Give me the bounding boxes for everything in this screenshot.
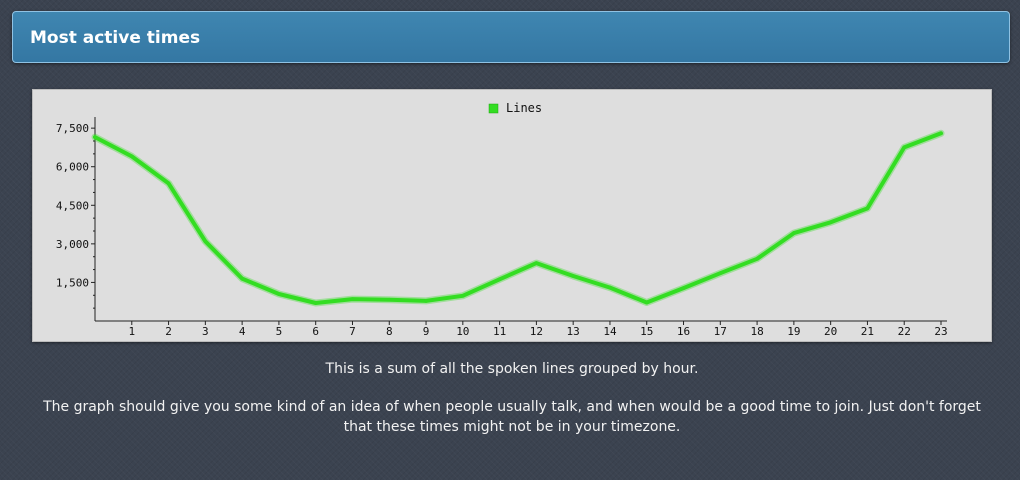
y-tick-label: 4,500 — [56, 199, 89, 212]
x-tick-label: 4 — [239, 325, 246, 338]
x-tick-label: 11 — [493, 325, 506, 338]
data-point — [681, 286, 686, 290]
data-point — [166, 181, 171, 186]
series-line-glow — [91, 129, 945, 307]
x-tick-label: 10 — [456, 325, 469, 338]
chart-panel: 1,500 3,000 4,500 6,000 7,500 1 2 3 4 5 6 7 8 9 10 11 12… — [32, 89, 992, 342]
x-tick-label: 20 — [824, 325, 837, 338]
x-tick-label: 22 — [898, 325, 911, 338]
data-point — [644, 300, 649, 305]
x-tick-label: 3 — [202, 325, 209, 338]
y-tick-label: 6,000 — [56, 161, 89, 174]
x-tick-label: 6 — [312, 325, 319, 338]
data-point — [313, 301, 318, 305]
data-point — [902, 145, 907, 150]
x-tick-label: 16 — [677, 325, 690, 338]
chart-explanation: The graph should give you some kind of a… — [43, 399, 981, 435]
chart-description: This is a sum of all the spoken lines gr… — [325, 361, 699, 377]
x-tick-label: 17 — [714, 325, 727, 338]
legend-label: Lines — [506, 101, 542, 115]
data-point — [497, 277, 502, 282]
data-point — [828, 220, 833, 225]
data-point — [755, 256, 759, 261]
x-tick-label: 7 — [349, 325, 356, 338]
x-tick-label: 12 — [530, 325, 543, 338]
x-tick-label: 9 — [423, 325, 430, 338]
data-point — [939, 131, 943, 136]
data-point — [461, 294, 465, 298]
x-tick-label: 2 — [165, 325, 172, 338]
x-tick-label: 13 — [567, 325, 580, 338]
x-tick-label: 8 — [386, 325, 393, 338]
x-tick-label: 15 — [640, 325, 653, 338]
data-point — [534, 261, 539, 265]
x-tick-label: 18 — [750, 325, 763, 338]
x-tick-label: 21 — [861, 325, 874, 338]
section-title: Most active times — [30, 28, 201, 48]
x-tick-label: 19 — [787, 325, 800, 338]
series-line — [93, 131, 943, 305]
data-point — [93, 135, 97, 139]
legend-swatch — [488, 103, 499, 114]
data-point — [203, 239, 208, 244]
data-point — [129, 154, 134, 159]
y-tick-label: 3,000 — [56, 238, 89, 251]
data-point — [718, 271, 723, 275]
y-tick-label: 1,500 — [56, 276, 89, 289]
y-tick-label: 7,500 — [56, 122, 89, 135]
x-tick-label: 14 — [603, 325, 617, 338]
section-header: Most active times — [12, 11, 1010, 63]
data-point — [571, 274, 575, 278]
data-point — [424, 299, 428, 303]
data-point — [792, 231, 796, 235]
x-tick-label: 23 — [934, 325, 947, 338]
x-tick-label: 5 — [276, 325, 283, 338]
data-point — [387, 297, 392, 302]
data-point — [350, 297, 355, 301]
data-point — [865, 206, 870, 211]
data-point — [240, 276, 244, 281]
data-point — [277, 292, 281, 296]
data-point — [608, 285, 612, 290]
x-tick-label: 1 — [128, 325, 135, 338]
